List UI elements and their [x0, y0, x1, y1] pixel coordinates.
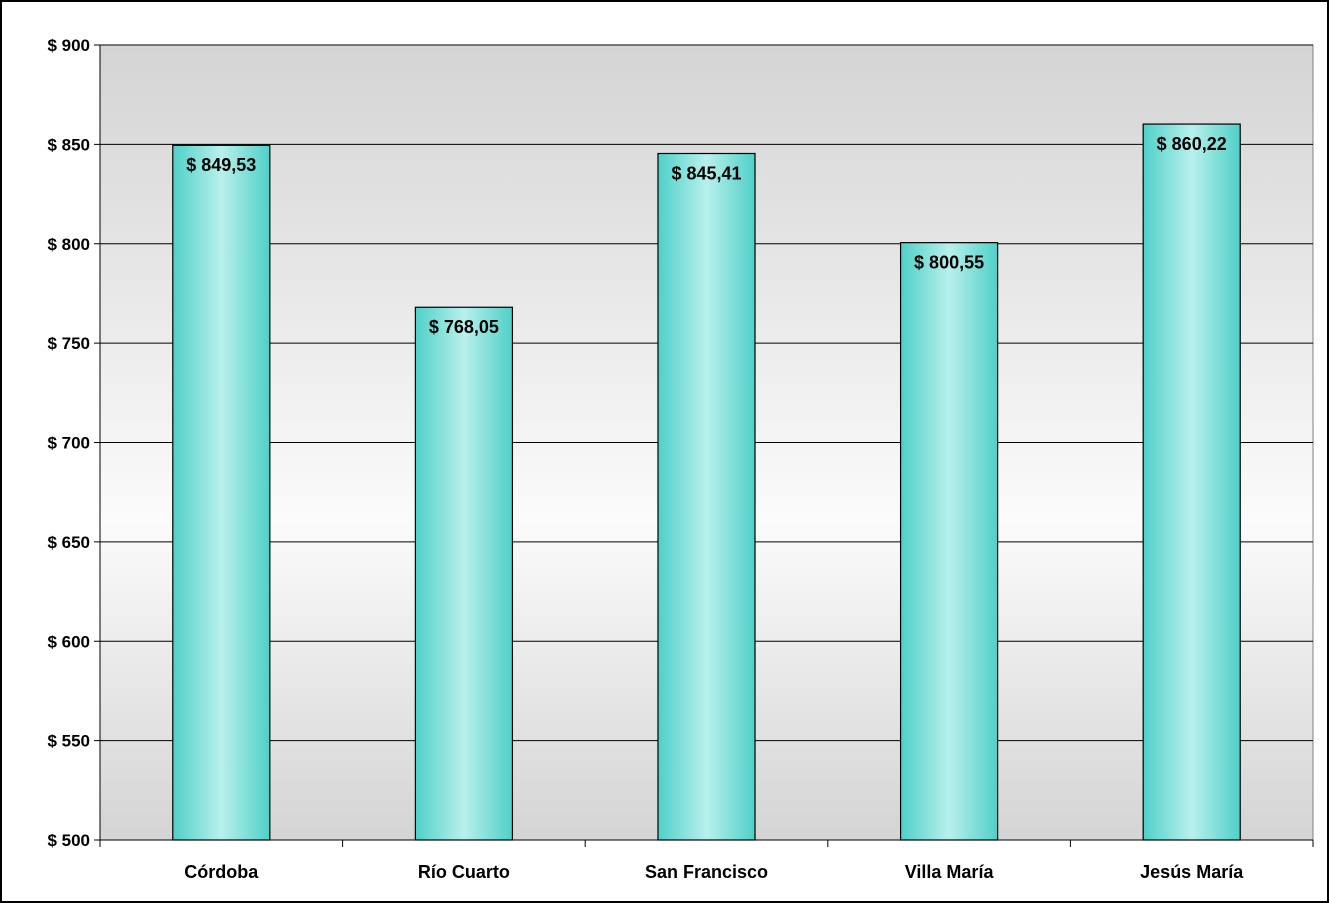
x-tick-label: Jesús María — [1140, 862, 1244, 882]
bar — [414, 306, 514, 841]
bar — [1142, 123, 1241, 841]
x-tick-label: Córdoba — [184, 862, 259, 882]
y-tick-label: $ 850 — [47, 135, 90, 154]
data-label: $ 849,53 — [186, 155, 256, 175]
bar — [172, 144, 271, 841]
y-tick-label: $ 900 — [47, 36, 90, 55]
x-tick-label: San Francisco — [645, 862, 768, 882]
y-tick-label: $ 750 — [47, 334, 90, 353]
bar — [657, 152, 756, 841]
y-tick-label: $ 600 — [47, 632, 90, 651]
y-tick-label: $ 500 — [47, 831, 90, 850]
bar — [899, 242, 999, 841]
y-tick-label: $ 700 — [47, 434, 90, 453]
data-label: $ 845,41 — [671, 163, 741, 183]
x-tick-label: Villa María — [905, 862, 995, 882]
data-label: $ 800,55 — [914, 253, 984, 273]
plot-area: $ 500 $ 550 $ 600 $ 650 $ 700 $ 750 $ 800 $ 850… — [47, 36, 1314, 882]
x-tick-label: Río Cuarto — [418, 862, 510, 882]
data-label: $ 860,22 — [1157, 134, 1227, 154]
y-tick-label: $ 550 — [47, 732, 90, 751]
data-label: $ 768,05 — [429, 317, 499, 337]
y-tick-label: $ 800 — [47, 235, 90, 254]
y-tick-label: $ 650 — [47, 533, 90, 552]
